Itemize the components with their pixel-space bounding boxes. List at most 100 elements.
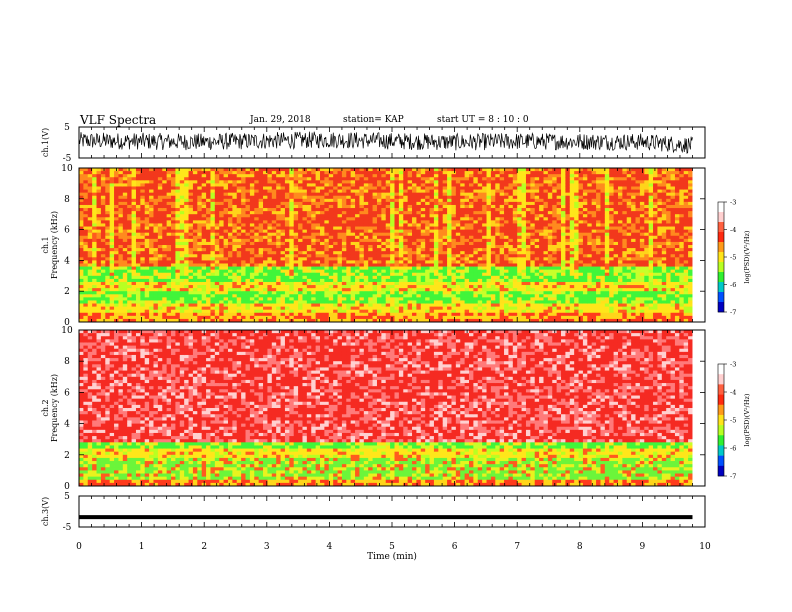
spectrogram-cell xyxy=(499,263,505,267)
spectrogram-cell xyxy=(223,192,229,197)
spectrogram-cell xyxy=(390,272,395,277)
spectrogram-cell xyxy=(473,263,479,267)
spectrogram-cell xyxy=(153,248,159,252)
spectrogram-cell xyxy=(96,171,102,175)
spectrogram-cell xyxy=(407,211,413,215)
spectrogram-cell xyxy=(311,318,317,323)
spectrogram-cell xyxy=(359,285,365,289)
spectrogram-cell xyxy=(425,285,430,289)
spectrogram-cell xyxy=(486,214,492,218)
spectrogram-cell xyxy=(131,297,137,301)
spectrogram-cell xyxy=(258,220,264,224)
spectrogram-cell xyxy=(87,168,93,172)
spectrogram-cell xyxy=(83,241,89,246)
spectrogram-cell xyxy=(219,192,224,197)
spectrogram-cell xyxy=(350,275,356,280)
spectrogram-cell xyxy=(197,241,203,246)
spectrogram-cell xyxy=(149,318,154,323)
spectrogram-cell xyxy=(280,260,286,264)
spectrogram-cell xyxy=(210,288,216,292)
spectrogram-cell xyxy=(412,303,417,307)
spectrogram-cell xyxy=(324,254,330,258)
spectrogram-cell xyxy=(118,309,124,314)
spectrogram-cell xyxy=(477,223,483,227)
spectrogram-cell xyxy=(162,254,168,258)
spectrogram-cell xyxy=(157,312,163,317)
spectrogram-cell xyxy=(398,235,404,240)
spectrogram-cell xyxy=(298,171,303,175)
spectrogram-cell xyxy=(324,204,330,209)
spectrogram-cell xyxy=(267,315,273,320)
spectrogram-cell xyxy=(355,245,360,249)
spectrogram-cell xyxy=(416,272,422,277)
spectrogram-cell xyxy=(153,192,159,197)
spectrogram-cell xyxy=(179,263,185,267)
spectrogram-cell xyxy=(328,220,334,224)
spectrogram-cell xyxy=(83,232,89,237)
spectrogram-cell xyxy=(127,192,132,197)
spectrogram-cell xyxy=(495,303,501,307)
spectrogram-cell xyxy=(324,174,330,178)
spectrogram-cell xyxy=(442,300,448,304)
spectrogram-cell xyxy=(420,291,426,295)
spectrogram-cell xyxy=(376,266,382,271)
spectrogram-cell xyxy=(149,275,154,280)
spectrogram-cell xyxy=(512,303,518,307)
spectrogram-cell xyxy=(447,303,452,307)
spectrogram-cell xyxy=(328,208,334,212)
spectrogram-cell xyxy=(324,195,330,200)
spectrogram-cell xyxy=(469,214,474,218)
spectrogram-cell xyxy=(372,278,378,283)
spectrogram-cell xyxy=(223,266,229,271)
spectrogram-cell xyxy=(96,312,102,317)
spectrogram-cell xyxy=(227,186,233,190)
spectrogram-cell xyxy=(96,232,102,237)
spectrogram-cell xyxy=(425,272,430,277)
spectrogram-cell xyxy=(416,318,422,323)
spectrogram-cell xyxy=(504,220,509,224)
spectrogram-cell xyxy=(486,189,492,194)
spectrogram-cell xyxy=(346,269,352,274)
spectrogram-cell xyxy=(258,260,264,264)
spectrogram-cell xyxy=(232,208,238,212)
spectrogram-cell xyxy=(149,201,154,206)
spectrogram-cell xyxy=(83,226,89,230)
spectrogram-cell xyxy=(179,198,185,203)
spectrogram-cell xyxy=(490,303,496,307)
spectrogram-cell xyxy=(79,174,84,178)
spectrogram-cell xyxy=(451,278,457,283)
spectrogram-cell xyxy=(83,223,89,227)
spectrogram-cell xyxy=(100,266,106,271)
spectrogram-cell xyxy=(341,171,347,175)
spectrogram-cell xyxy=(241,315,246,320)
spectrogram-cell xyxy=(236,260,242,264)
spectrogram-cell xyxy=(258,275,264,280)
spectrogram-cell xyxy=(179,269,185,274)
spectrogram-cell xyxy=(280,285,286,289)
spectrogram-cell xyxy=(219,201,224,206)
spectrogram-cell xyxy=(289,241,295,246)
spectrogram-cell xyxy=(447,183,452,187)
spectrogram-cell xyxy=(83,278,89,283)
spectrogram-cell xyxy=(232,245,238,249)
spectrogram-cell xyxy=(504,266,509,271)
spectrogram-cell xyxy=(188,201,194,206)
spectrogram-cell xyxy=(83,204,89,209)
spectrogram-cell xyxy=(438,285,444,289)
spectrogram-cell xyxy=(477,192,483,197)
spectrogram-cell xyxy=(179,312,185,317)
spectrogram-cell xyxy=(92,186,97,190)
spectrogram-cell xyxy=(333,238,338,243)
spectrogram-cell xyxy=(394,217,400,221)
spectrogram-cell xyxy=(214,198,220,203)
spectrogram-cell xyxy=(420,171,426,175)
spectrogram-cell xyxy=(473,297,479,301)
spectrogram-cell xyxy=(495,183,501,187)
spectrogram-cell xyxy=(372,254,378,258)
spectrogram-cell xyxy=(486,288,492,292)
spectrogram-cell xyxy=(359,183,365,187)
spectrogram-cell xyxy=(214,214,220,218)
spectrogram-cell xyxy=(276,208,281,212)
spectrogram-cell xyxy=(284,186,290,190)
spectrogram-cell xyxy=(341,260,347,264)
